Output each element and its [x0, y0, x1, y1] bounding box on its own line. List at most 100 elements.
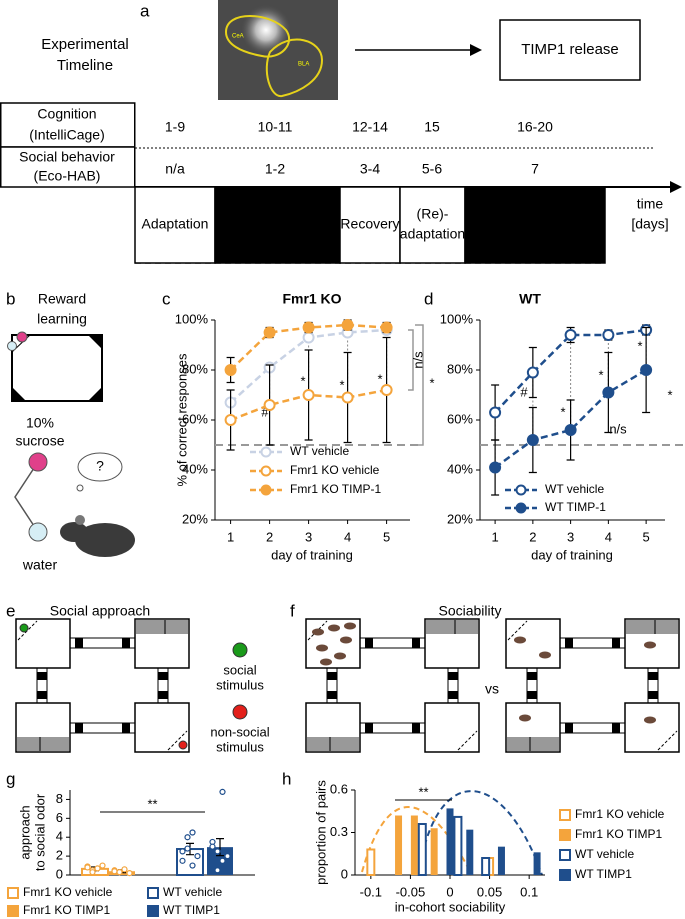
sucrose-bottle	[28, 452, 48, 472]
y-tick-label: 0.3	[330, 824, 348, 839]
marker	[640, 364, 653, 376]
marker	[526, 366, 539, 379]
bar	[395, 815, 403, 875]
bar	[453, 815, 463, 877]
y-tick-label: 2	[56, 848, 63, 863]
time-arrow	[670, 181, 682, 193]
significance: **	[418, 784, 428, 799]
data-point	[219, 788, 226, 795]
stimulus	[19, 623, 29, 633]
row-box	[0, 146, 136, 188]
data-point	[179, 857, 186, 864]
marker	[602, 386, 615, 399]
water-bottle	[28, 522, 48, 542]
eco-hab	[15, 618, 190, 753]
stimulus-label: social	[223, 662, 256, 677]
annotation: *	[339, 377, 344, 392]
y-tick-label: 0	[56, 866, 63, 881]
x-tick-label: 2	[529, 529, 536, 544]
legend-label: Fmr1 KO TIMP-1	[290, 482, 381, 496]
panel-label: a	[140, 1, 150, 20]
mouse	[75, 523, 135, 557]
data-point	[224, 853, 231, 860]
eco-hab	[305, 618, 480, 753]
y-tick-label: 80%	[447, 361, 473, 376]
sucrose-label: sucrose	[15, 433, 64, 449]
y-tick-label: 80%	[182, 361, 208, 376]
day-range: n/a	[165, 161, 185, 177]
cage	[11, 334, 103, 402]
panel-label: h	[282, 769, 291, 788]
data-point	[214, 848, 221, 855]
phase-box	[464, 186, 606, 264]
data-point	[184, 845, 191, 852]
phase-box	[134, 186, 216, 264]
mouse-ear	[75, 515, 85, 525]
day-range: 1-2	[265, 161, 285, 177]
arrow-head	[470, 44, 482, 56]
data-point	[214, 867, 221, 874]
bracket	[415, 324, 424, 446]
phase-label: intervention	[241, 217, 313, 233]
corner	[88, 387, 102, 401]
y-tick-label: 100%	[175, 311, 209, 326]
y-tick-label: 8	[56, 791, 63, 806]
data-point	[194, 853, 201, 860]
bar	[417, 823, 427, 876]
timeline-title: Timeline	[57, 57, 113, 74]
legend-swatch	[147, 887, 159, 899]
annotation: *	[667, 387, 672, 402]
legend-label: Fmr1 KO TIMP1	[575, 827, 662, 841]
fit-curve	[419, 790, 543, 876]
phase-label: Therapeutic	[241, 197, 315, 213]
row-box	[0, 102, 136, 148]
marker	[564, 329, 577, 341]
phase-label: Automated	[501, 206, 569, 222]
marker	[489, 461, 502, 474]
thought-dot	[76, 484, 84, 492]
chart-title: WT	[519, 291, 541, 307]
panel-title: learning	[37, 311, 87, 327]
legend-label: Fmr1 KO vehicle	[575, 807, 665, 821]
marker	[302, 321, 315, 334]
image-label: BLA	[298, 62, 309, 68]
legend-label: WT vehicle	[290, 444, 349, 458]
marker	[263, 326, 276, 339]
mouse-head	[60, 522, 88, 542]
chart-title: Fmr1 KO	[282, 291, 341, 307]
marker	[302, 331, 315, 344]
day-range: 7	[531, 161, 539, 177]
marker	[380, 321, 393, 334]
water-port	[7, 341, 17, 351]
marker	[380, 384, 393, 396]
phase-note: NPs injected into CeA	[224, 242, 332, 254]
phase-label: phenotype testing	[480, 226, 591, 242]
mice	[312, 622, 656, 724]
data-point	[184, 834, 191, 841]
bar	[481, 857, 491, 876]
data-point	[116, 869, 123, 876]
sucrose-label: 10%	[26, 415, 54, 431]
fit-curve	[361, 806, 473, 876]
vs-label: vs	[485, 681, 499, 697]
data-point	[126, 870, 133, 877]
legend-marker	[260, 465, 272, 477]
x-tick-label: 3	[567, 529, 574, 544]
x-tick-label: 5	[383, 529, 390, 544]
stimulus-label: stimulus	[216, 739, 264, 754]
annotation: #	[520, 384, 528, 399]
stimulus-key	[232, 704, 248, 720]
axis-label: time	[637, 196, 664, 212]
legend-marker	[260, 484, 272, 496]
legend-marker	[260, 446, 272, 458]
x-axis-label: day of training	[531, 547, 613, 562]
row-name: Social behavior	[19, 149, 115, 165]
day-range: 10-11	[258, 119, 293, 135]
legend-label: Fmr1 KO vehicle	[23, 885, 113, 899]
annotation: *	[300, 373, 305, 388]
legend-label: WT TIMP1	[163, 903, 220, 917]
marker	[564, 424, 577, 436]
axis-label: [days]	[631, 216, 668, 232]
image-glow	[240, 4, 292, 56]
